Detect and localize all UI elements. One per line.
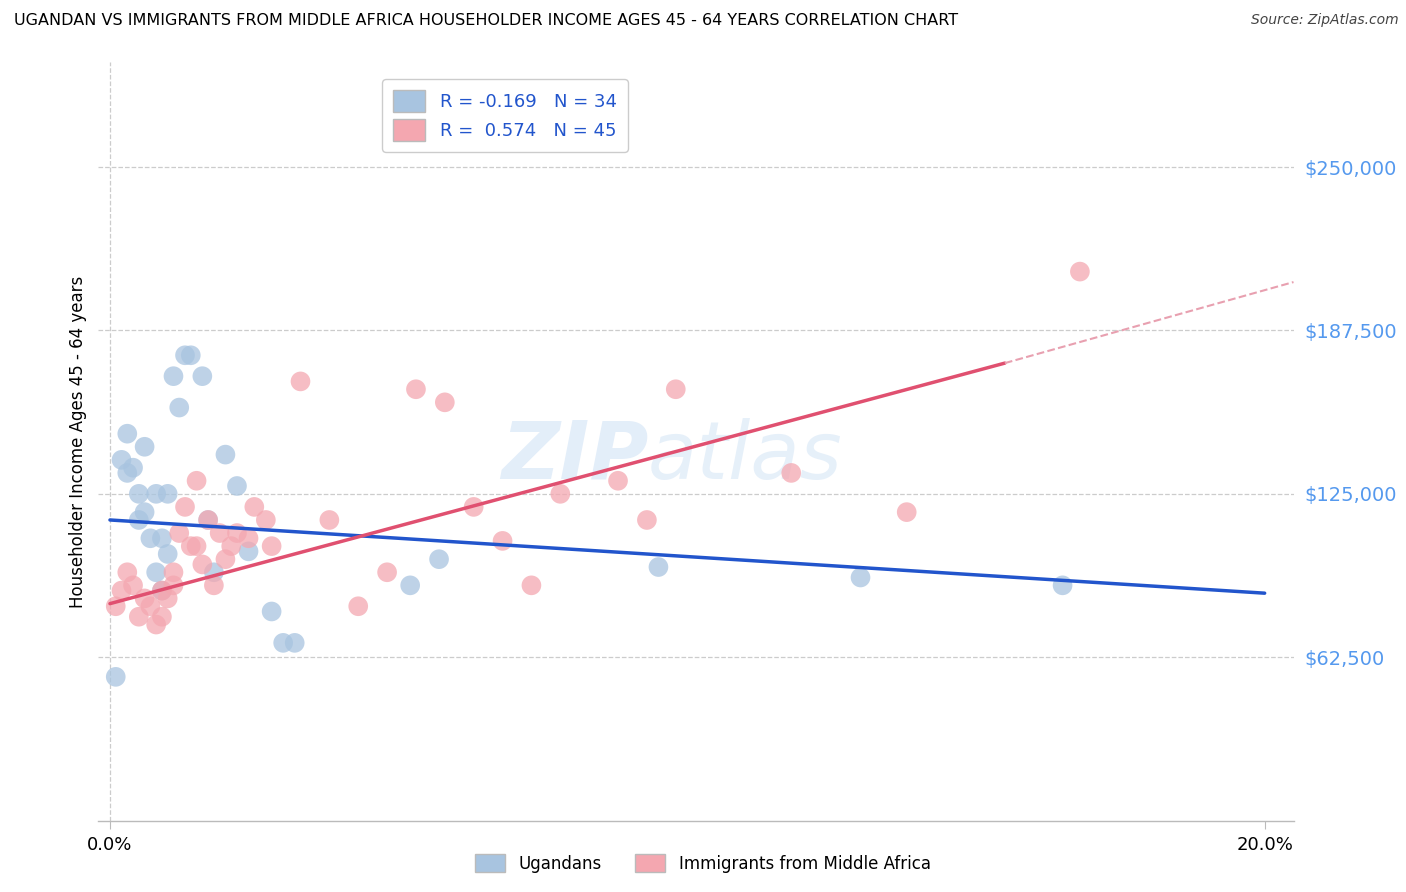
Point: [463, 500, 485, 514]
Text: ZIP: ZIP: [501, 417, 648, 496]
Point: [122, 578, 145, 592]
Point: [896, 505, 918, 519]
Point: [520, 578, 543, 592]
Point: [433, 395, 456, 409]
Point: [214, 448, 236, 462]
Point: [117, 426, 139, 441]
Point: [550, 487, 572, 501]
Point: [186, 474, 208, 488]
Point: [347, 599, 370, 614]
Point: [128, 609, 150, 624]
Point: [243, 500, 266, 514]
Point: [104, 599, 127, 614]
Point: [145, 566, 167, 580]
Point: [104, 670, 127, 684]
Point: [665, 382, 688, 396]
Point: [780, 466, 803, 480]
Point: [202, 578, 225, 592]
Legend: R = -0.169   N = 34, R =  0.574   N = 45: R = -0.169 N = 34, R = 0.574 N = 45: [382, 79, 627, 152]
Point: [1069, 264, 1091, 278]
Point: [427, 552, 450, 566]
Point: [491, 533, 513, 548]
Point: [156, 547, 179, 561]
Point: [134, 505, 156, 519]
Point: [174, 348, 197, 362]
Legend: Ugandans, Immigrants from Middle Africa: Ugandans, Immigrants from Middle Africa: [468, 847, 938, 880]
Point: [162, 369, 184, 384]
Point: [208, 526, 231, 541]
Point: [145, 617, 167, 632]
Point: [156, 487, 179, 501]
Point: [271, 636, 294, 650]
Point: [150, 583, 173, 598]
Point: [180, 539, 202, 553]
Point: [150, 609, 173, 624]
Point: [647, 560, 669, 574]
Point: [110, 453, 132, 467]
Text: Source: ZipAtlas.com: Source: ZipAtlas.com: [1251, 13, 1399, 28]
Point: [150, 583, 173, 598]
Point: [150, 531, 173, 545]
Point: [167, 526, 190, 541]
Point: [636, 513, 658, 527]
Point: [117, 566, 139, 580]
Point: [191, 558, 214, 572]
Point: [399, 578, 422, 592]
Point: [226, 526, 249, 541]
Point: [191, 369, 214, 384]
Point: [318, 513, 340, 527]
Point: [254, 513, 277, 527]
Point: [134, 591, 156, 606]
Point: [214, 552, 236, 566]
Point: [375, 566, 398, 580]
Point: [162, 578, 184, 592]
Point: [145, 487, 167, 501]
Point: [139, 531, 162, 545]
Point: [607, 474, 630, 488]
Point: [260, 605, 283, 619]
Text: UGANDAN VS IMMIGRANTS FROM MIDDLE AFRICA HOUSEHOLDER INCOME AGES 45 - 64 YEARS C: UGANDAN VS IMMIGRANTS FROM MIDDLE AFRICA…: [14, 13, 957, 29]
Point: [260, 539, 283, 553]
Point: [156, 591, 179, 606]
Point: [162, 566, 184, 580]
Point: [405, 382, 427, 396]
Point: [197, 513, 219, 527]
Point: [1052, 578, 1074, 592]
Point: [849, 570, 872, 584]
Point: [226, 479, 249, 493]
Point: [117, 466, 139, 480]
Y-axis label: Householder Income Ages 45 - 64 years: Householder Income Ages 45 - 64 years: [69, 276, 87, 607]
Point: [219, 539, 242, 553]
Point: [110, 583, 132, 598]
Point: [139, 599, 162, 614]
Point: [238, 531, 260, 545]
Point: [238, 544, 260, 558]
Point: [174, 500, 197, 514]
Point: [186, 539, 208, 553]
Point: [197, 513, 219, 527]
Point: [134, 440, 156, 454]
Point: [290, 375, 312, 389]
Point: [284, 636, 307, 650]
Point: [202, 566, 225, 580]
Point: [122, 460, 145, 475]
Point: [180, 348, 202, 362]
Point: [128, 487, 150, 501]
Point: [128, 513, 150, 527]
Point: [167, 401, 190, 415]
Text: atlas: atlas: [648, 417, 844, 496]
